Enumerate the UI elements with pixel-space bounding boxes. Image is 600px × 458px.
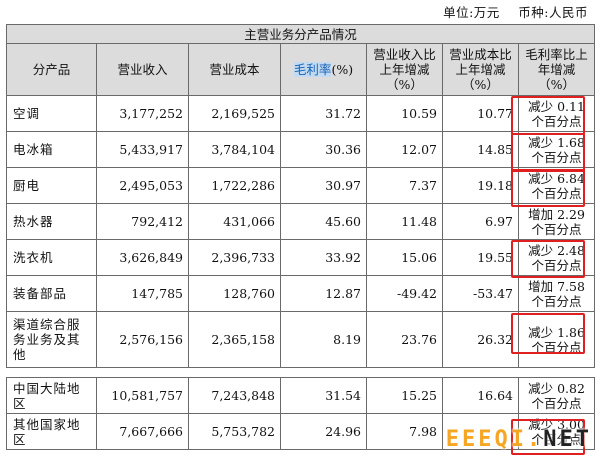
row-margin-change: 增加 2.29 个百分点 [517, 203, 596, 240]
header-revenue-change: 营业收入比上年增减（%） [366, 43, 443, 96]
row-margin: 30.97 [280, 167, 367, 204]
header-margin: 毛利率(%) [280, 43, 367, 96]
row-revenue-change: -49.42 [366, 275, 443, 312]
row-revenue: 792,412 [96, 203, 189, 240]
row-margin-change: 减少 2.48 个百分点 [517, 239, 596, 276]
table-row: 热水器 792,412 431,066 45.60 11.48 6.97 增加 … [6, 203, 596, 240]
row-revenue: 3,177,252 [96, 95, 189, 132]
row-name: 其他国家地区 [6, 413, 97, 450]
row-revenue-change: 23.76 [366, 311, 443, 368]
table-row: 中国大陆地区 10,581,757 7,243,848 31.54 15.25 … [6, 377, 596, 414]
row-margin-change: 减少 0.82 个百分点 [517, 377, 596, 414]
row-revenue: 2,576,156 [96, 311, 189, 368]
unit-label: 单位:万元 [443, 5, 500, 20]
table-row: 其他国家地区 7,667,666 5,753,782 24.96 7.98 减少… [6, 413, 596, 450]
row-cost: 7,243,848 [188, 377, 281, 414]
table-row: 洗衣机 3,626,849 2,396,733 33.92 15.06 19.5… [6, 239, 596, 276]
row-margin: 31.72 [280, 95, 367, 132]
section-gap [6, 367, 595, 378]
header-cost: 营业成本 [188, 43, 281, 96]
row-cost-change: -53.47 [442, 275, 519, 312]
row-margin: 24.96 [280, 413, 367, 450]
row-cost: 2,365,158 [188, 311, 281, 368]
table-row: 厨电 2,495,053 1,722,286 30.97 7.37 19.18 … [6, 167, 596, 204]
row-name: 厨电 [6, 167, 97, 204]
row-margin-change: 减少 1.68 个百分点 [517, 131, 596, 168]
header-margin-change: 毛利率比上年增减（%） [517, 43, 596, 96]
row-margin: 31.54 [280, 377, 367, 414]
watermark-part2: NET [543, 427, 592, 452]
row-cost: 3,784,104 [188, 131, 281, 168]
row-name: 洗衣机 [6, 239, 97, 276]
site-watermark: EEEQI.NET [446, 427, 592, 452]
row-revenue-change: 15.25 [366, 377, 443, 414]
row-cost: 1,722,286 [188, 167, 281, 204]
row-revenue-change: 10.59 [366, 95, 443, 132]
header-revenue: 营业收入 [96, 43, 189, 96]
row-margin-change: 减少 6.84 个百分点 [517, 167, 596, 204]
row-revenue-change: 15.06 [366, 239, 443, 276]
row-cost-change: 19.18 [442, 167, 519, 204]
row-cost-change: 26.32 [442, 311, 519, 368]
unit-note: 单位:万元 币种:人民币 [429, 2, 588, 21]
main-business-table: 主营业务分产品情况 分产品 营业收入 营业成本 毛利率(%) 营业收入比上年增减… [5, 24, 596, 450]
row-name: 空调 [6, 95, 97, 132]
table-title: 主营业务分产品情况 [5, 24, 596, 44]
row-revenue-change: 11.48 [366, 203, 443, 240]
row-name: 热水器 [6, 203, 97, 240]
row-cost: 128,760 [188, 275, 281, 312]
row-name: 渠道综合服务业务及其他 [6, 311, 97, 368]
row-name: 中国大陆地区 [6, 377, 97, 414]
row-cost-change: 19.55 [442, 239, 519, 276]
table-row: 电冰箱 5,433,917 3,784,104 30.36 12.07 14.8… [6, 131, 596, 168]
row-cost-change [442, 413, 519, 450]
table-row: 空调 3,177,252 2,169,525 31.72 10.59 10.77… [6, 95, 596, 132]
table-row: 渠道综合服务业务及其他 2,576,156 2,365,158 8.19 23.… [6, 311, 596, 368]
watermark-dot: . [527, 427, 544, 452]
row-revenue: 2,495,053 [96, 167, 189, 204]
row-margin: 30.36 [280, 131, 367, 168]
row-margin-change: 减少 1.86 个百分点 [517, 311, 596, 368]
row-revenue: 5,433,917 [96, 131, 189, 168]
row-name: 装备部品 [6, 275, 97, 312]
row-margin: 8.19 [280, 311, 367, 368]
row-cost-change: 6.97 [442, 203, 519, 240]
row-cost: 5,753,782 [188, 413, 281, 450]
row-cost: 431,066 [188, 203, 281, 240]
row-cost-change: 14.85 [442, 131, 519, 168]
row-cost-change: 16.64 [442, 377, 519, 414]
row-revenue: 3,626,849 [96, 239, 189, 276]
row-revenue-change: 7.37 [366, 167, 443, 204]
row-revenue-change: 7.98 [366, 413, 443, 450]
header-margin-highlight: 毛利率 [293, 62, 332, 77]
row-margin-change: 增加 7.58 个百分点 [517, 275, 596, 312]
row-cost: 2,169,525 [188, 95, 281, 132]
row-revenue: 10,581,757 [96, 377, 189, 414]
row-revenue: 7,667,666 [96, 413, 189, 450]
header-margin-suffix: (%) [331, 62, 354, 77]
row-cost: 2,396,733 [188, 239, 281, 276]
row-margin: 33.92 [280, 239, 367, 276]
table-row: 装备部品 147,785 128,760 12.87 -49.42 -53.47… [6, 275, 596, 312]
watermark-part1: EEEQI [445, 427, 527, 452]
row-revenue: 147,785 [96, 275, 189, 312]
currency-label: 币种:人民币 [518, 5, 588, 20]
row-margin-change: 减少 0.11 个百分点 [517, 95, 596, 132]
row-name: 电冰箱 [6, 131, 97, 168]
row-revenue-change: 12.07 [366, 131, 443, 168]
header-product: 分产品 [6, 43, 97, 96]
row-cost-change: 10.77 [442, 95, 519, 132]
row-margin: 12.87 [280, 275, 367, 312]
header-cost-change: 营业成本比上年增减（%） [442, 43, 519, 96]
row-margin: 45.60 [280, 203, 367, 240]
